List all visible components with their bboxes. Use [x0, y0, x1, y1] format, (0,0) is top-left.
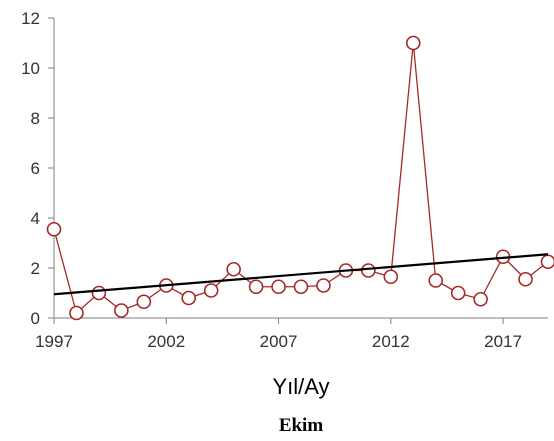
data-point	[383, 269, 399, 285]
data-point	[405, 35, 421, 51]
data-point	[293, 279, 309, 295]
data-point	[91, 285, 107, 301]
y-tick-label: 10	[21, 59, 40, 78]
data-point	[518, 271, 533, 287]
data-point	[181, 290, 197, 306]
plot-area: 0 2 4 6 8 10 12 1997 2002 2007 2012 2017	[21, 9, 554, 351]
data-point	[540, 254, 554, 270]
y-tick-label: 0	[31, 309, 40, 328]
y-tick-label: 2	[31, 259, 40, 278]
chart-subtitle: Ekim	[279, 415, 324, 436]
trendline-layer	[53, 253, 549, 296]
data-point	[226, 261, 241, 277]
data-point	[271, 279, 286, 295]
data-point	[473, 291, 488, 307]
x-axis-title: Yıl/Ay	[272, 374, 329, 399]
data-point	[203, 283, 219, 298]
x-tick-label: 2012	[372, 332, 410, 351]
x-tick-label: 1997	[35, 332, 73, 351]
series-line	[53, 42, 549, 315]
series-layer	[46, 35, 554, 321]
x-tick-label: 2017	[484, 332, 522, 351]
x-tick-label: 2002	[147, 332, 185, 351]
y-tick-label: 4	[31, 209, 40, 228]
y-tick-label: 6	[31, 159, 40, 178]
data-point	[136, 294, 152, 310]
data-point	[46, 221, 62, 237]
y-tick-label: 8	[31, 109, 40, 128]
y-axis-ticks: 0 2 4 6 8 10 12	[21, 9, 54, 328]
x-tick-label: 2007	[260, 332, 298, 351]
data-point	[361, 263, 376, 278]
data-point	[69, 305, 84, 321]
data-point	[316, 278, 331, 293]
data-point	[114, 303, 129, 318]
x-axis-ticks: 1997 2002 2007 2012 2017	[35, 318, 522, 351]
y-tick-label: 12	[21, 9, 40, 28]
data-point	[428, 273, 444, 288]
trendline	[53, 253, 549, 296]
data-point	[248, 279, 264, 295]
data-point	[450, 285, 466, 301]
